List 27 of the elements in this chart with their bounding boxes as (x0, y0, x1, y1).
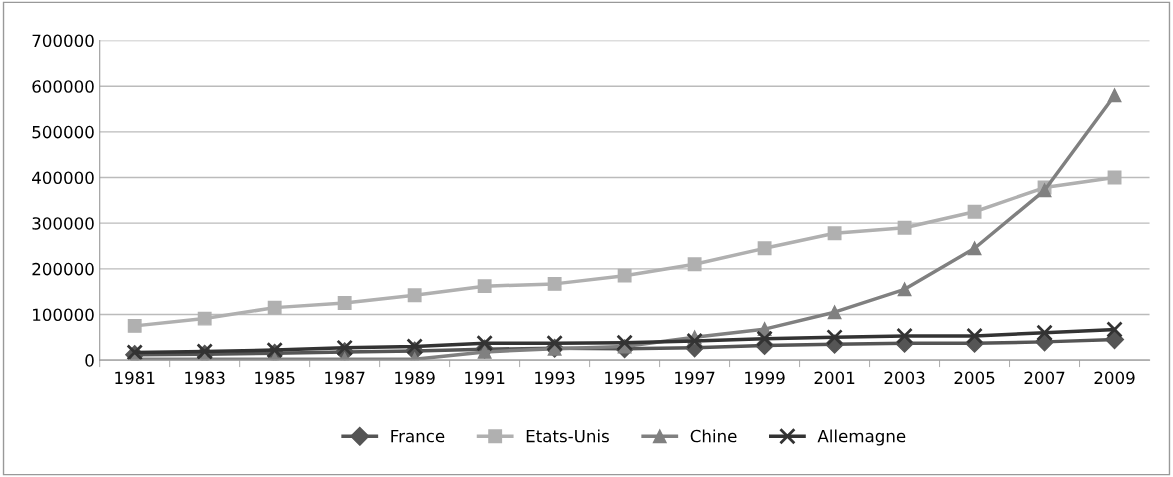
x-tick-label: 1999 (745, 371, 785, 385)
y-tick-label: 0 (85, 354, 94, 367)
x-tick-label: 2001 (814, 371, 855, 385)
x-tick-label: 2003 (884, 371, 925, 385)
y-tick-label: 700000 (32, 34, 94, 48)
y-tick-label: 300000 (32, 217, 94, 230)
y-tick-label: 100000 (33, 308, 94, 322)
x-tick-label: 2009 (1094, 371, 1135, 385)
legend-label: Etats-Unis (526, 429, 609, 443)
y-tick-label: 200000 (32, 262, 94, 276)
y-tick-label: 500000 (32, 125, 94, 139)
x-tick-label: 1991 (465, 371, 505, 385)
x-tick-label: 1987 (325, 371, 365, 385)
legend-label: Allemagne (817, 429, 906, 446)
x-tick-label: 2005 (954, 371, 995, 385)
x-tick-label: 1989 (395, 371, 435, 385)
x-tick-label: 1995 (605, 371, 645, 385)
y-tick-label: 600000 (32, 80, 94, 93)
x-tick-label: 1983 (185, 371, 225, 385)
legend-label: Chine (690, 429, 737, 443)
y-tick-label: 400000 (32, 171, 94, 185)
x-tick-label: 1985 (255, 371, 295, 385)
x-tick-label: 1981 (115, 371, 155, 385)
x-tick-label: 1997 (675, 371, 715, 385)
x-tick-label: 1993 (535, 371, 575, 385)
x-tick-label: 2007 (1024, 371, 1065, 385)
legend-label: France (391, 429, 445, 443)
